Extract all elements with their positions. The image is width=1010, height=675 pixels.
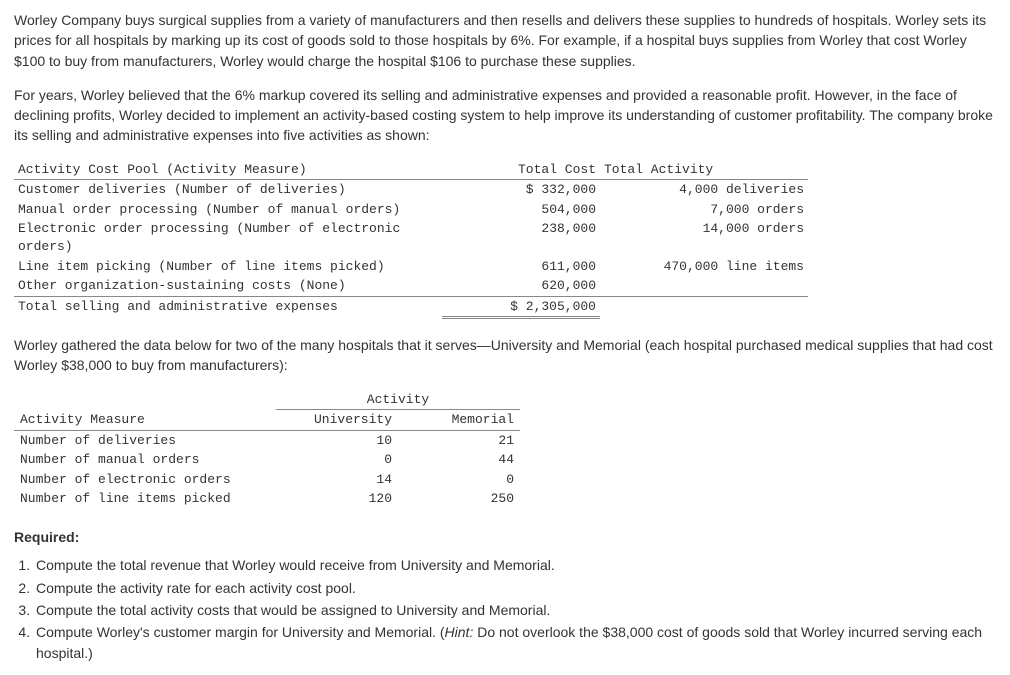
t1-header-total-activity: Total Activity bbox=[600, 160, 808, 180]
t2-row-m: 21 bbox=[398, 430, 520, 450]
t1-header-activity: Activity Cost Pool (Activity Measure) bbox=[14, 160, 442, 180]
required-item: Compute Worley's customer margin for Uni… bbox=[34, 622, 996, 663]
t2-group-header: Activity bbox=[276, 390, 520, 410]
t1-row-activity: 14,000 orders bbox=[600, 219, 808, 256]
t2-row-u: 14 bbox=[276, 470, 398, 490]
required-item: Compute the total activity costs that wo… bbox=[34, 600, 996, 620]
t2-row-m: 44 bbox=[398, 450, 520, 470]
t1-row-label: Other organization-sustaining costs (Non… bbox=[14, 276, 442, 296]
t1-row-cost: 611,000 bbox=[442, 257, 600, 277]
t1-row-activity bbox=[600, 276, 808, 296]
t1-row-label: Electronic order processing (Number of e… bbox=[14, 219, 442, 256]
t1-row-activity: 470,000 line items bbox=[600, 257, 808, 277]
intro-paragraph-1: Worley Company buys surgical supplies fr… bbox=[14, 10, 996, 71]
t2-row-label: Number of electronic orders bbox=[14, 470, 276, 490]
required-list: Compute the total revenue that Worley wo… bbox=[18, 555, 996, 662]
required-item4-hint: Hint: bbox=[445, 624, 474, 640]
t2-row-u: 120 bbox=[276, 489, 398, 509]
hospital-activity-table: Activity Activity Measure University Mem… bbox=[14, 390, 996, 509]
t1-row-activity: 4,000 deliveries bbox=[600, 180, 808, 200]
t1-row-cost: 238,000 bbox=[442, 219, 600, 256]
required-item: Compute the total revenue that Worley wo… bbox=[34, 555, 996, 575]
t1-header-cost: Total Cost bbox=[442, 160, 600, 180]
t2-row-label: Number of deliveries bbox=[14, 430, 276, 450]
t1-row-label: Manual order processing (Number of manua… bbox=[14, 200, 442, 220]
required-item: Compute the activity rate for each activ… bbox=[34, 578, 996, 598]
t2-header-university: University bbox=[276, 410, 398, 431]
between-paragraph: Worley gathered the data below for two o… bbox=[14, 335, 996, 376]
t1-row-cost: 620,000 bbox=[442, 276, 600, 296]
t2-row-u: 10 bbox=[276, 430, 398, 450]
intro-paragraph-2: For years, Worley believed that the 6% m… bbox=[14, 85, 996, 146]
t2-row-label: Number of manual orders bbox=[14, 450, 276, 470]
t2-header-memorial: Memorial bbox=[398, 410, 520, 431]
t1-total-cost: $ 2,305,000 bbox=[442, 296, 600, 318]
required-label: Required: bbox=[14, 527, 996, 547]
t1-row-label: Line item picking (Number of line items … bbox=[14, 257, 442, 277]
t1-total-label: Total selling and administrative expense… bbox=[14, 296, 442, 318]
t2-header-measure: Activity Measure bbox=[14, 410, 276, 431]
t2-row-m: 250 bbox=[398, 489, 520, 509]
t2-row-u: 0 bbox=[276, 450, 398, 470]
t2-row-label: Number of line items picked bbox=[14, 489, 276, 509]
t1-row-cost: 504,000 bbox=[442, 200, 600, 220]
t1-row-label: Customer deliveries (Number of deliverie… bbox=[14, 180, 442, 200]
required-item4-prefix: Compute Worley's customer margin for Uni… bbox=[36, 624, 445, 640]
t1-row-activity: 7,000 orders bbox=[600, 200, 808, 220]
t2-row-m: 0 bbox=[398, 470, 520, 490]
t1-row-cost: $ 332,000 bbox=[442, 180, 600, 200]
activity-cost-pool-table: Activity Cost Pool (Activity Measure) To… bbox=[14, 160, 996, 319]
